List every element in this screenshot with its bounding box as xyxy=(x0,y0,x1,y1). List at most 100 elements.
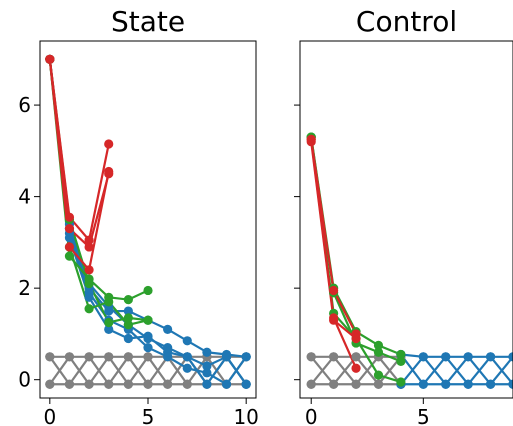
data-point xyxy=(329,379,339,389)
data-point xyxy=(84,292,94,302)
data-point xyxy=(396,377,406,387)
data-point xyxy=(64,242,75,252)
y-tick-label: 6 xyxy=(18,93,31,117)
data-point xyxy=(123,352,133,362)
data-point xyxy=(104,139,114,149)
data-point xyxy=(84,265,94,275)
data-point xyxy=(143,352,153,362)
x-tick-label: 0 xyxy=(43,405,56,426)
y-tick-label: 0 xyxy=(18,368,31,392)
plot-area xyxy=(306,132,513,389)
series-line xyxy=(399,355,513,386)
data-point xyxy=(104,317,114,328)
data-point xyxy=(221,379,232,389)
data-point xyxy=(202,379,212,389)
data-point xyxy=(104,324,114,334)
x-tick-label: 5 xyxy=(417,405,430,426)
data-point xyxy=(64,379,75,389)
data-point xyxy=(351,352,361,362)
y-tick-label: 2 xyxy=(18,276,31,300)
data-point xyxy=(84,278,94,289)
data-point xyxy=(202,361,212,371)
data-point xyxy=(508,352,513,362)
data-point xyxy=(104,169,114,179)
data-point xyxy=(163,324,173,334)
data-point xyxy=(396,349,406,360)
data-point xyxy=(123,294,133,305)
data-point xyxy=(104,297,114,307)
data-point xyxy=(441,379,451,389)
data-point xyxy=(329,352,339,362)
data-point xyxy=(84,304,94,314)
data-point xyxy=(104,379,114,389)
data-point xyxy=(351,333,361,344)
data-point xyxy=(306,352,316,362)
data-point xyxy=(202,368,212,378)
x-tick-label: 10 xyxy=(233,405,258,426)
data-point xyxy=(84,242,94,252)
data-point xyxy=(182,352,192,362)
data-point xyxy=(221,352,232,362)
data-point xyxy=(329,315,339,325)
data-point xyxy=(123,313,133,323)
data-point xyxy=(64,212,75,222)
data-point xyxy=(396,356,406,366)
data-point xyxy=(163,379,173,389)
data-point xyxy=(45,352,55,362)
panel-title: State xyxy=(111,5,185,38)
data-point xyxy=(329,285,339,296)
series-line xyxy=(48,58,110,249)
data-point xyxy=(241,352,251,362)
data-point xyxy=(123,333,133,344)
data-point xyxy=(163,347,173,357)
data-point xyxy=(351,363,361,373)
data-point xyxy=(485,352,496,362)
data-point xyxy=(45,379,55,389)
panel-title: Control xyxy=(356,5,457,38)
data-point xyxy=(306,137,316,147)
data-point xyxy=(123,306,133,316)
y-tick-label: 4 xyxy=(18,185,31,209)
data-point xyxy=(64,251,75,261)
data-point xyxy=(485,379,496,389)
data-point xyxy=(84,235,94,245)
axes-frame xyxy=(299,40,513,399)
data-point xyxy=(64,352,75,362)
data-point xyxy=(123,320,133,330)
data-point xyxy=(418,379,428,389)
data-point xyxy=(182,379,192,389)
data-point xyxy=(182,336,192,346)
data-point xyxy=(45,54,55,64)
data-point xyxy=(373,379,384,389)
state-panel: 0 5 10 0 2 4 6 State xyxy=(18,5,259,426)
data-point xyxy=(373,347,384,357)
data-point xyxy=(463,379,473,389)
data-point xyxy=(241,379,251,389)
series-line xyxy=(48,58,248,358)
data-point xyxy=(202,347,212,357)
control-panel: 0 5 Control xyxy=(294,5,513,426)
x-tick-label: 5 xyxy=(142,405,155,426)
data-point xyxy=(64,233,75,243)
data-point xyxy=(182,363,192,373)
data-point xyxy=(143,331,153,341)
data-point xyxy=(143,315,153,325)
data-point xyxy=(373,370,384,380)
data-point xyxy=(418,352,428,362)
data-point xyxy=(373,340,384,350)
data-point xyxy=(143,343,153,353)
data-point xyxy=(104,306,114,316)
data-point xyxy=(508,379,513,389)
data-point xyxy=(306,379,316,389)
data-point xyxy=(441,352,451,362)
x-tick-label: 0 xyxy=(305,405,318,426)
data-point xyxy=(64,224,75,234)
data-point xyxy=(143,285,153,296)
plot-area xyxy=(45,54,251,389)
data-point xyxy=(104,352,114,362)
data-point xyxy=(463,352,473,362)
data-point xyxy=(84,379,94,389)
data-point xyxy=(143,379,153,389)
data-point xyxy=(84,352,94,362)
